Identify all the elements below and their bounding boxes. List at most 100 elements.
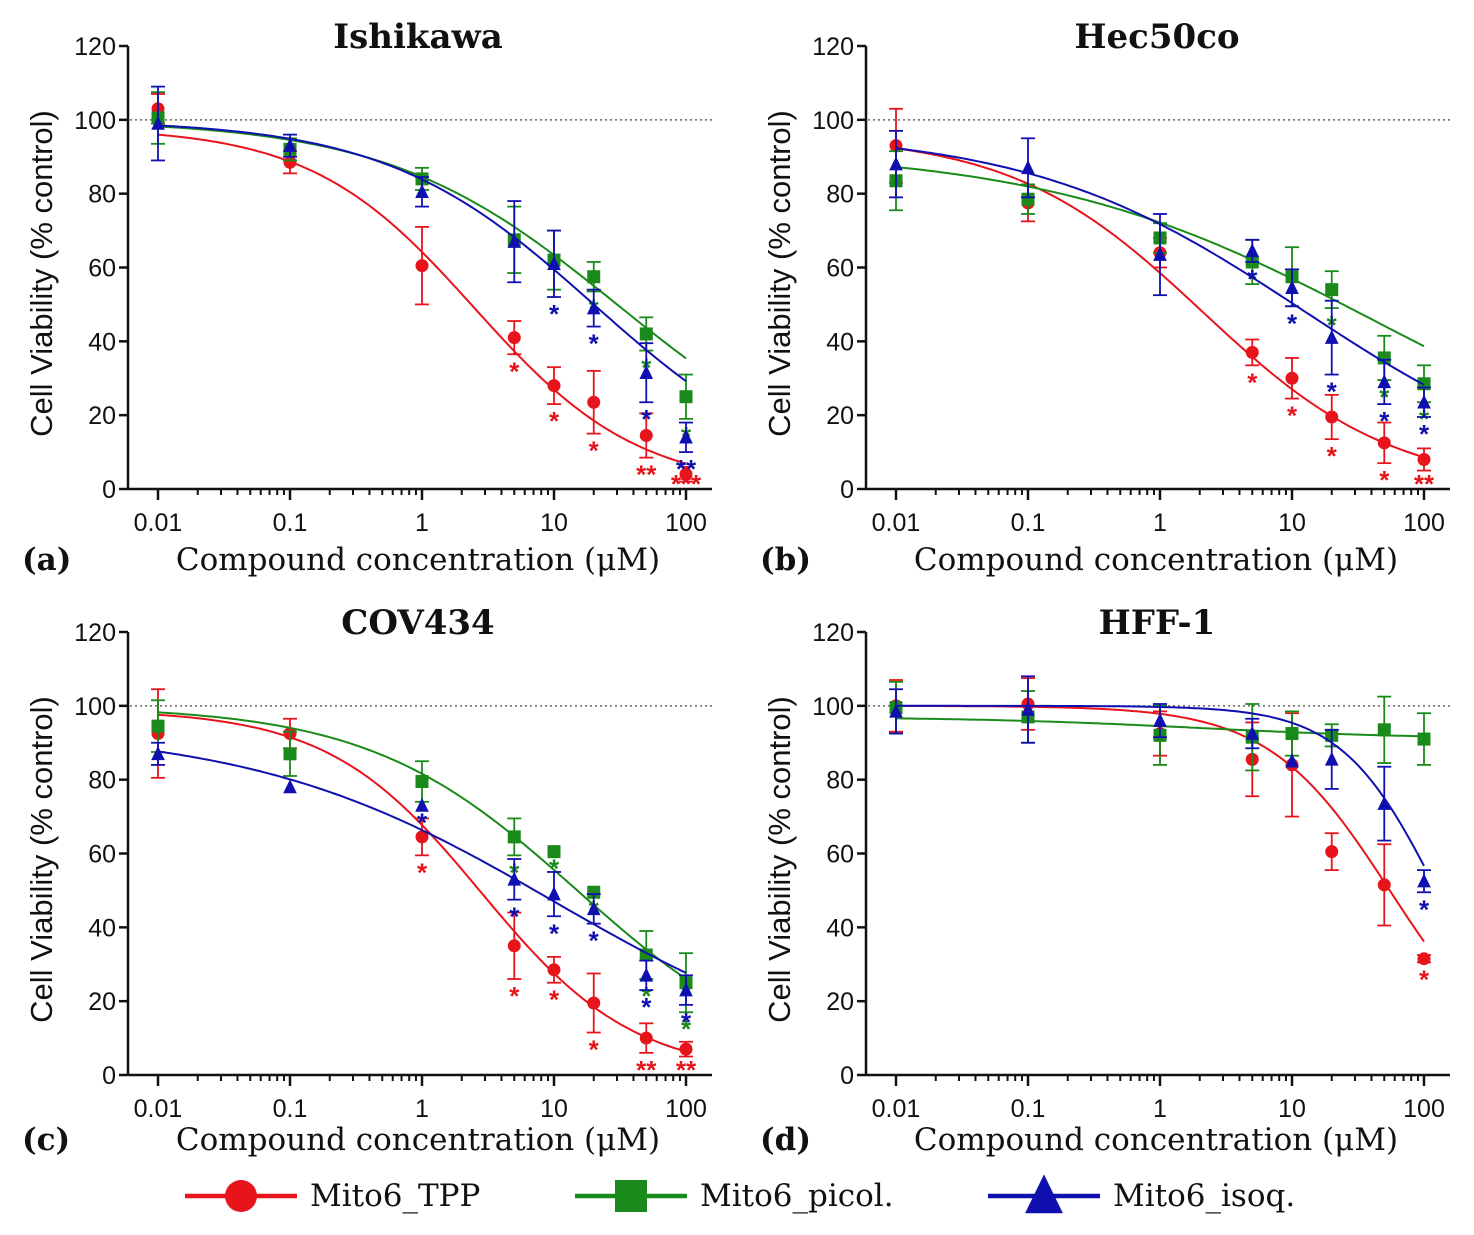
data-point — [1377, 878, 1391, 892]
data-point — [415, 830, 429, 844]
series-tpp: **** ** — [889, 107, 1435, 499]
chart-panel: 0 20 40 60 80 100 120 0.01 0.1 1 10 100 Ishikawa Cell… — [22, 17, 712, 578]
data-point — [679, 982, 693, 997]
data-point — [586, 901, 601, 916]
data-point — [1285, 753, 1299, 768]
data-point — [1325, 410, 1339, 424]
y-tick-label: 100 — [812, 107, 854, 135]
data-point — [639, 327, 653, 341]
data-point — [507, 233, 522, 248]
significance-star: * — [509, 902, 520, 932]
series-isoq: ***** — [889, 130, 1431, 449]
legend-item: Mito6_isoq. — [988, 1174, 1295, 1214]
y-tick-label: 0 — [102, 476, 116, 504]
series-tpp: ******** — [151, 93, 702, 499]
data-point — [1285, 371, 1299, 385]
chart-title: HFF-1 — [1099, 603, 1216, 643]
significance-star: * — [641, 404, 652, 434]
x-tick-label: 0.1 — [1011, 1095, 1046, 1123]
y-tick-label: 40 — [826, 914, 854, 942]
data-point — [679, 390, 693, 404]
data-point — [1377, 795, 1392, 810]
legend-item: Mito6_picol. — [575, 1178, 894, 1214]
x-tick-label: 0.1 — [273, 1095, 308, 1123]
significance-star: * — [589, 329, 600, 359]
data-point — [547, 963, 561, 977]
data-point — [639, 428, 653, 442]
significance-star: * — [549, 406, 560, 436]
data-point — [547, 256, 561, 271]
x-tick-label: 0.01 — [872, 509, 921, 537]
y-tick-label: 80 — [826, 181, 854, 209]
data-point — [1245, 345, 1259, 359]
data-point — [639, 364, 654, 379]
y-tick-label: 120 — [74, 619, 116, 647]
significance-star: * — [509, 356, 520, 386]
legend-item: Mito6_TPP — [185, 1178, 480, 1214]
legend-marker-square — [615, 1180, 647, 1212]
legend: Mito6_TPP Mito6_picol. Mito6_isoq. — [185, 1174, 1295, 1214]
y-tick-label: 20 — [88, 988, 116, 1016]
chart-panel: 0 20 40 60 80 100 120 0.01 0.1 1 10 100 HFF-1 Cell Vi… — [760, 603, 1450, 1158]
data-point — [1417, 394, 1431, 409]
significance-star: * — [1327, 441, 1338, 471]
data-point — [1324, 329, 1339, 344]
data-point — [283, 747, 297, 761]
y-tick-label: 20 — [826, 988, 854, 1016]
series-tpp: ******** — [151, 688, 697, 1085]
significance-star: * — [681, 1007, 692, 1037]
x-axis-label: Compound concentration (μM) — [914, 1122, 1398, 1158]
data-point — [283, 779, 297, 794]
data-point — [1377, 436, 1391, 450]
y-axis-label: Cell Viability (% control) — [24, 696, 59, 1023]
data-point — [547, 379, 561, 393]
data-point — [1417, 452, 1431, 466]
significance-star: ** — [676, 1055, 697, 1085]
y-tick-label: 0 — [840, 1062, 854, 1090]
x-tick-label: 10 — [540, 1095, 568, 1123]
chart-panel: 0 20 40 60 80 100 120 0.01 0.1 1 10 100 Hec50co Cell … — [760, 17, 1450, 578]
series-isoq: *** ** * — [151, 741, 693, 1037]
data-point — [679, 429, 693, 444]
y-axis-label: Cell Viability (% control) — [762, 110, 797, 437]
significance-star: * — [589, 926, 600, 956]
x-tick-label: 10 — [1278, 1095, 1306, 1123]
chart-panel: 0 20 40 60 80 100 120 0.01 0.1 1 10 100 COV434 Cell V… — [22, 603, 712, 1158]
data-point — [1153, 246, 1167, 261]
y-tick-label: 40 — [88, 328, 116, 356]
x-axis-label: Compound concentration (μM) — [176, 542, 660, 578]
data-point — [587, 996, 601, 1010]
significance-star: ** — [676, 454, 697, 484]
x-tick-label: 0.01 — [134, 509, 183, 537]
significance-star: ** — [1414, 469, 1435, 499]
y-axis-label: Cell Viability (% control) — [762, 696, 797, 1023]
panel-label: (b) — [760, 542, 811, 578]
data-point — [415, 775, 429, 789]
data-point — [1325, 845, 1339, 859]
significance-star: * — [1419, 964, 1430, 994]
data-point — [507, 939, 521, 953]
significance-star: * — [1379, 406, 1390, 436]
y-tick-label: 0 — [840, 476, 854, 504]
significance-star: * — [589, 1035, 600, 1065]
significance-star: * — [417, 857, 428, 887]
data-point — [1325, 283, 1339, 297]
y-tick-label: 60 — [88, 841, 116, 869]
data-point — [507, 830, 521, 844]
x-tick-label: 1 — [415, 509, 429, 537]
panel-label: (c) — [22, 1122, 70, 1158]
x-axis-label: Compound concentration (μM) — [914, 542, 1398, 578]
y-tick-label: 60 — [826, 255, 854, 283]
data-point — [1021, 160, 1035, 175]
data-point — [587, 395, 601, 409]
significance-star: * — [1287, 308, 1298, 338]
significance-star: * — [509, 981, 520, 1011]
data-point — [1153, 712, 1167, 727]
data-point — [151, 719, 165, 733]
data-point — [586, 300, 601, 315]
data-point — [1417, 952, 1431, 966]
data-point — [1377, 723, 1391, 737]
y-tick-label: 20 — [88, 402, 116, 430]
x-tick-label: 1 — [1153, 1095, 1167, 1123]
legend-label: Mito6_isoq. — [1113, 1178, 1295, 1214]
